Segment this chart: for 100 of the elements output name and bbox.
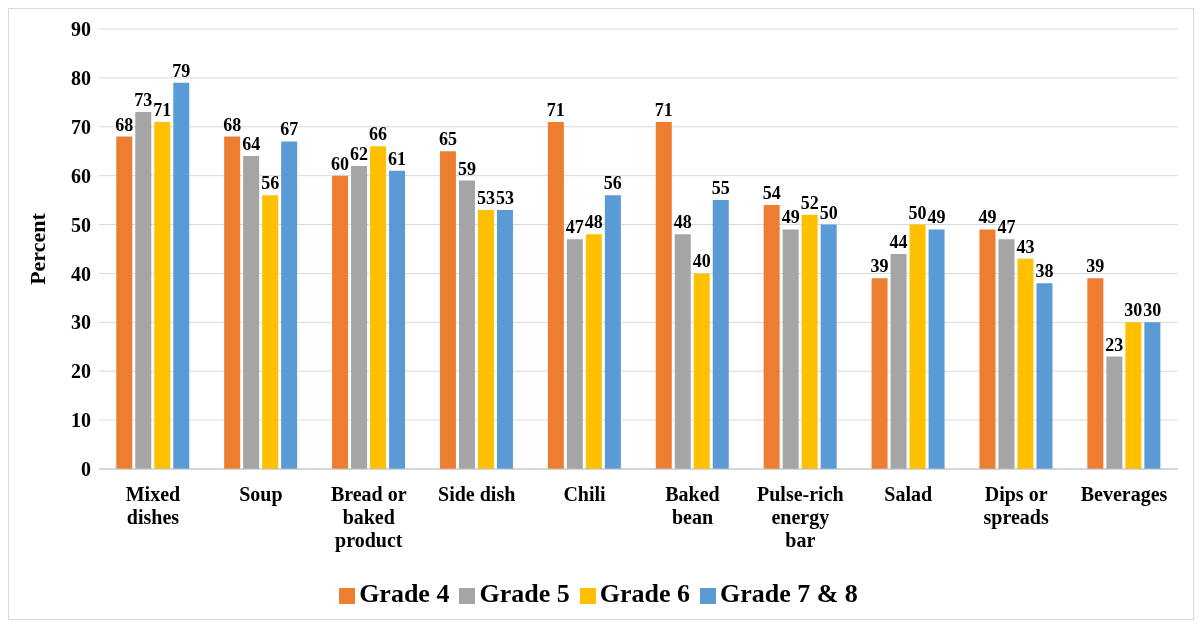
- y-tick-label: 50: [71, 213, 91, 236]
- bar: [154, 121, 171, 469]
- bar: [173, 82, 190, 469]
- data-label: 59: [457, 158, 476, 179]
- bar: [116, 136, 133, 469]
- y-tick-label: 30: [71, 311, 91, 334]
- bar: [909, 224, 926, 469]
- data-label: 44: [889, 231, 908, 252]
- bar: [243, 156, 260, 469]
- data-label: 50: [908, 202, 927, 223]
- bar: [585, 234, 602, 469]
- y-tick-label: 20: [71, 360, 91, 383]
- data-label: 40: [692, 251, 711, 272]
- data-label: 39: [1086, 256, 1105, 277]
- x-tick-label: Soup: [239, 483, 283, 506]
- bar: [820, 224, 837, 469]
- bar: [547, 121, 564, 469]
- bar: [458, 180, 475, 469]
- bar: [262, 195, 279, 469]
- x-tick-label: Mixed dishes: [125, 483, 181, 528]
- legend-label: Grade 5: [479, 579, 570, 608]
- bar: [890, 253, 907, 469]
- legend-label: Grade 4: [359, 579, 450, 608]
- data-label: 48: [584, 212, 603, 233]
- bar: [389, 170, 406, 469]
- bar: [1144, 322, 1161, 469]
- data-label: 61: [388, 148, 407, 169]
- bar: [496, 209, 513, 469]
- bar: [224, 136, 241, 469]
- data-label: 49: [927, 207, 946, 228]
- data-label: 47: [997, 217, 1016, 238]
- bar: [281, 141, 298, 469]
- bar: [693, 273, 710, 469]
- data-label: 67: [280, 119, 299, 140]
- bar: [566, 239, 583, 469]
- data-label: 49: [781, 207, 800, 228]
- y-tick-label: 0: [81, 458, 91, 481]
- y-tick-label: 90: [71, 18, 91, 41]
- data-label: 39: [870, 256, 889, 277]
- data-label: 66: [369, 124, 388, 145]
- x-tick-label: Beverages: [1080, 483, 1168, 506]
- data-label: 47: [565, 217, 584, 238]
- data-label: 38: [1035, 261, 1054, 282]
- data-label: 48: [673, 212, 692, 233]
- bar: [370, 146, 387, 469]
- data-label: 71: [153, 99, 172, 120]
- data-label: 53: [476, 187, 495, 208]
- y-tick-label: 80: [71, 66, 91, 89]
- data-label: 54: [762, 183, 781, 203]
- bar: [782, 229, 799, 469]
- x-tick-label: Baked bean: [665, 483, 720, 528]
- data-label: 50: [819, 202, 838, 223]
- bar: [351, 165, 368, 469]
- x-tick-label: Salad: [884, 483, 933, 505]
- bar: [604, 195, 621, 469]
- data-label: 65: [438, 129, 457, 150]
- x-tick-label: Bread or baked product: [330, 483, 407, 552]
- x-tick-label: Pulse-rich energy bar: [757, 483, 844, 551]
- bar: [712, 200, 729, 469]
- bar: [1125, 322, 1142, 469]
- bar: [763, 205, 780, 469]
- bar: [1036, 283, 1053, 469]
- bar: [135, 112, 152, 469]
- y-tick-label: 70: [71, 115, 91, 138]
- legend-label: Grade 6: [599, 579, 690, 608]
- data-label: 30: [1143, 300, 1162, 321]
- data-label: 71: [654, 99, 673, 120]
- bar: [979, 229, 996, 469]
- bar: [1087, 278, 1104, 469]
- bar: [998, 239, 1015, 469]
- data-label: 60: [331, 153, 350, 174]
- bar: [928, 229, 945, 469]
- bar: [674, 234, 691, 469]
- y-tick-label: 60: [71, 164, 91, 187]
- bar: [1017, 258, 1034, 469]
- data-label: 23: [1105, 334, 1124, 355]
- data-label: 68: [223, 114, 242, 135]
- data-label: 55: [711, 178, 730, 199]
- data-label: 71: [546, 99, 565, 120]
- data-label: 64: [242, 134, 261, 155]
- data-label: 43: [1016, 236, 1035, 257]
- x-tick-label: Chili: [563, 483, 607, 505]
- data-label: 52: [800, 192, 819, 213]
- data-label: 53: [495, 187, 514, 208]
- x-tick-label: Side dish: [438, 483, 516, 505]
- data-label: 30: [1124, 300, 1143, 321]
- y-tick-label: 40: [71, 262, 91, 285]
- data-label: 73: [134, 90, 153, 111]
- bar: [332, 175, 349, 469]
- bar: [477, 209, 494, 469]
- bar: [801, 214, 818, 469]
- x-tick-label: Dips or spreads: [983, 483, 1049, 529]
- data-label: 56: [261, 173, 280, 194]
- data-label: 79: [172, 60, 191, 81]
- data-label: 68: [115, 114, 134, 135]
- bar: [871, 278, 888, 469]
- y-tick-label: 10: [71, 409, 91, 432]
- data-label: 56: [603, 173, 622, 194]
- bar: [439, 151, 456, 469]
- data-label: 62: [350, 143, 369, 164]
